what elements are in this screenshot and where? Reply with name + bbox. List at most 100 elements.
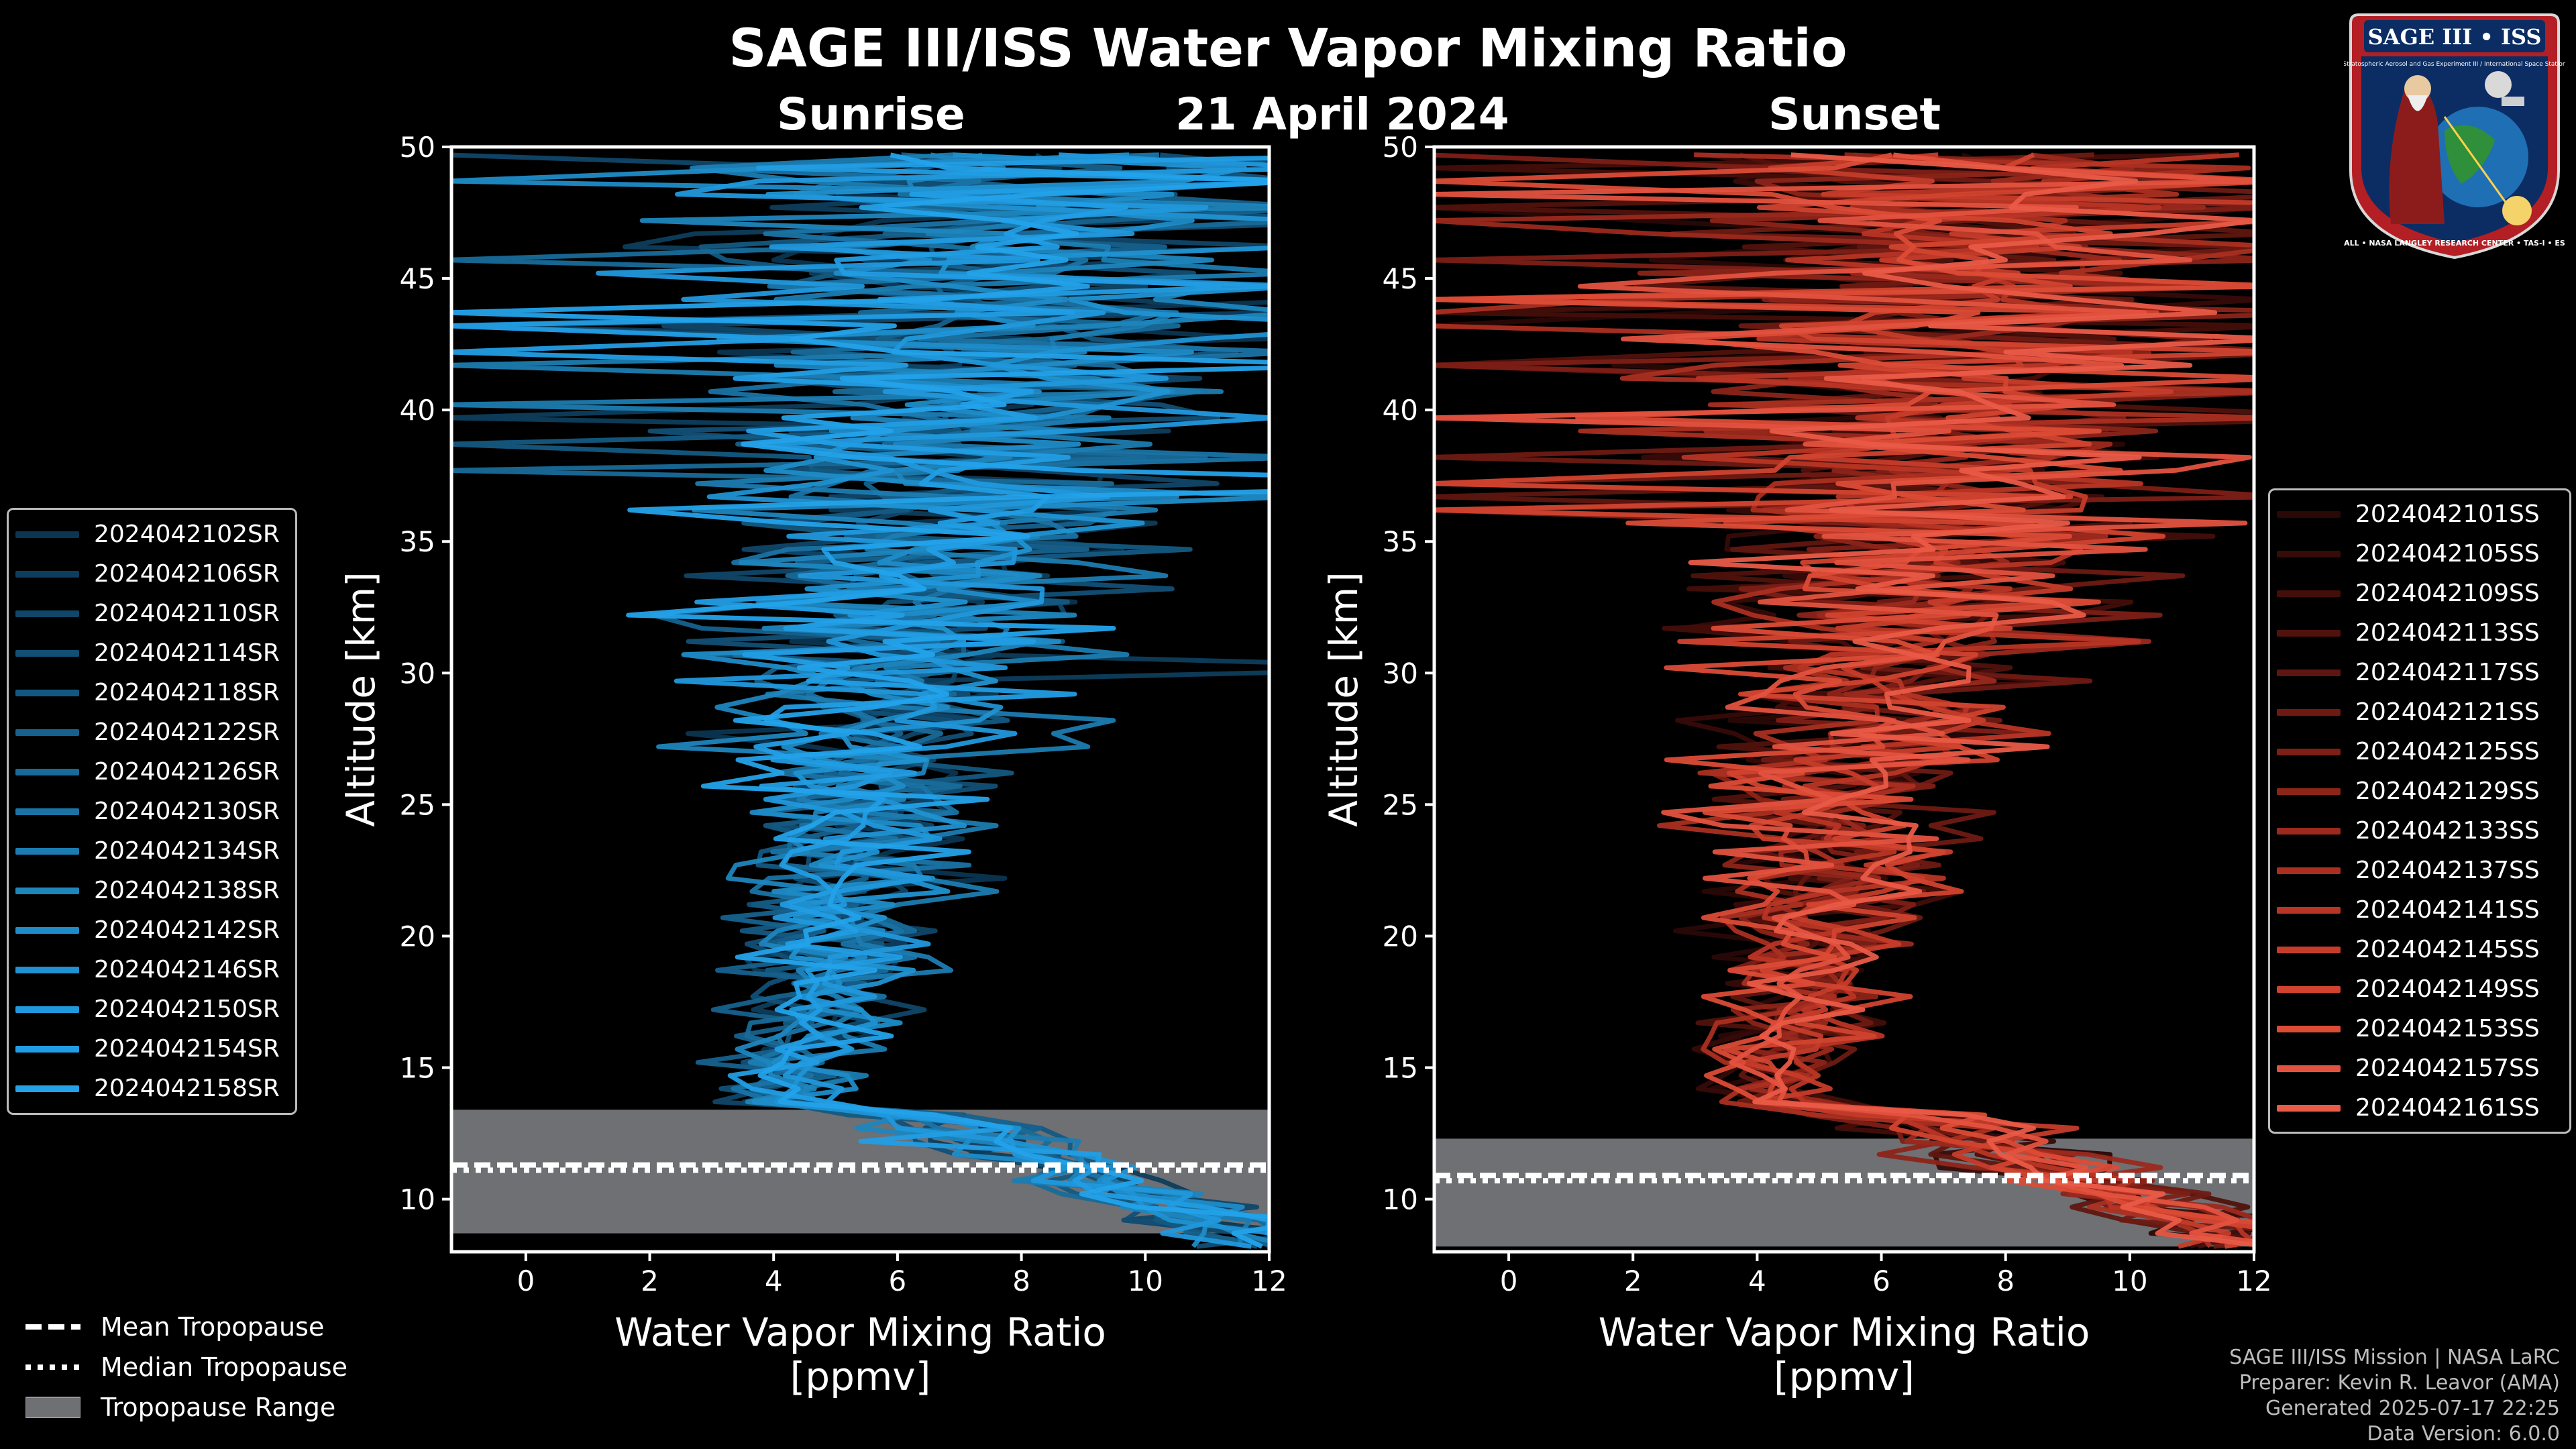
x-axis-label: Water Vapor Mixing Ratio [614,1309,1106,1355]
logo-ring-text: BALL • NASA LANGLEY RESEARCH CENTER • TA… [2344,239,2565,248]
legend-entry: 2024042141SS [2270,890,2569,930]
legend-swatch [2277,788,2341,795]
y-axis-label: Altitude [km] [338,572,384,826]
series-line-2024042161SS [1688,152,2254,1248]
y-tick-label: 20 [400,920,435,953]
series-line-2024042141SS [1681,152,2254,1245]
x-tick-label: 10 [2112,1265,2147,1297]
legend-entry: 2024042126SR [9,752,295,792]
legend-label: 2024042102SR [94,521,280,548]
legend-label: 2024042138SR [94,877,280,904]
x-tick-label: 2 [1624,1265,1642,1297]
legend-label: 2024042121SS [2355,698,2540,726]
sunset-panel-title: Sunset [1768,89,1941,140]
y-tick-label: 25 [1383,788,1418,821]
legend-entry: 2024042118SR [9,673,295,712]
legend-label: 2024042146SR [94,956,280,983]
legend-entry: 2024042106SR [9,554,295,594]
legend-label: 2024042157SS [2355,1055,2540,1082]
legend-label: 2024042129SS [2355,777,2540,805]
legend-entry: 2024042114SR [9,633,295,673]
axes-frame [1432,145,2256,1254]
legend-swatch [15,610,79,617]
legend-swatch [2277,1104,2341,1112]
y-tick-label: 15 [1383,1052,1418,1085]
dashed-line-swatch [25,1324,80,1330]
x-tick-label: 2 [641,1265,659,1297]
x-tick-label: 6 [889,1265,907,1297]
legend-label: 2024042126SR [94,758,280,786]
legend-label: 2024042161SS [2355,1094,2540,1122]
legend-swatch [15,649,79,657]
profile-lines [1434,152,2254,1249]
y-tick-label: 20 [1383,920,1418,953]
figure-title: SAGE III/ISS Water Vapor Mixing Ratio [0,19,2576,79]
series-line-2024042149SS [1434,152,2254,1249]
legend-entry: 2024042158SR [9,1069,295,1108]
footer-preparer: Preparer: Kevin R. Leavor (AMA) [2239,1371,2560,1395]
legend-label: 2024042154SR [94,1035,280,1063]
sunrise-panel-title: Sunrise [777,89,965,140]
y-tick-label: 45 [1383,262,1418,295]
y-tick-label: 30 [400,657,435,690]
legend-swatch [15,808,79,815]
y-tick-label: 45 [400,262,435,295]
legend-entry: 2024042129SS [2270,771,2569,811]
axes-frame [449,145,1271,1254]
legend-entry: 2024042157SS [2270,1049,2569,1088]
legend-label: 2024042145SS [2355,936,2540,963]
legend-entry: 2024042101SS [2270,494,2569,534]
sunrise-legend: 2024042102SR 2024042106SR 2024042110SR 2024… [7,508,297,1115]
footer-mission: SAGE III/ISS Mission | NASA LaRC [2229,1346,2560,1369]
legend-tropopause-range: Tropopause Range [25,1387,347,1428]
logo-small-text: Stratospheric Aerosol and Gas Experiment… [2344,61,2565,68]
legend-swatch [2277,590,2341,597]
y-tick-label: 10 [1383,1183,1418,1216]
x-tick-label: 4 [1748,1265,1766,1297]
legend-median-tropopause: Median Tropopause [25,1347,347,1387]
legend-swatch [2277,827,2341,835]
legend-entry: 2024042154SR [9,1029,295,1069]
x-tick-label: 12 [1251,1265,1287,1297]
legend-entry: 2024042133SS [2270,811,2569,851]
x-tick-label: 0 [517,1265,535,1297]
legend-entry: 2024042122SR [9,712,295,752]
x-axis-label: Water Vapor Mixing Ratio [1599,1309,2090,1355]
x-tick-label: 0 [1500,1265,1518,1297]
legend-swatch [2277,550,2341,557]
x-tick-label: 10 [1128,1265,1163,1297]
legend-swatch [2277,669,2341,676]
legend-entry: 2024042113SS [2270,613,2569,653]
legend-swatch [15,1006,79,1013]
legend-swatch [15,531,79,538]
legend-swatch [2277,708,2341,716]
tropopause-legend: Mean Tropopause Median Tropopause Tropop… [25,1307,347,1428]
legend-swatch [2277,1065,2341,1072]
legend-swatch [15,847,79,855]
legend-label: 2024042117SS [2355,659,2540,686]
legend-entry: 2024042150SR [9,989,295,1029]
y-tick-label: 50 [400,131,435,164]
y-tick-label: 40 [1383,394,1418,427]
footer-credits: SAGE III/ISS Mission | NASA LaRC Prepare… [2229,1345,2560,1447]
y-tick-label: 35 [1383,525,1418,558]
x-axis-label: [ppmv] [1774,1354,1915,1399]
series-line-2024042157SS [1434,152,2254,1244]
x-tick-label: 6 [1872,1265,1890,1297]
logo-top-text: SAGE III • ISS [2368,24,2542,50]
legend-label: 2024042134SR [94,837,280,865]
legend-entry: 2024042146SR [9,950,295,989]
legend-mean-tropopause: Mean Tropopause [25,1307,347,1347]
legend-label: 2024042130SR [94,798,280,825]
legend-swatch [2277,946,2341,953]
legend-swatch [2277,511,2341,518]
legend-label: 2024042149SS [2355,975,2540,1003]
legend-swatch [15,570,79,578]
legend-swatch [2277,629,2341,637]
legend-entry: 2024042153SS [2270,1009,2569,1049]
legend-swatch [15,729,79,736]
legend-entry: 2024042149SS [2270,969,2569,1009]
legend-entry: 2024042138SR [9,871,295,910]
